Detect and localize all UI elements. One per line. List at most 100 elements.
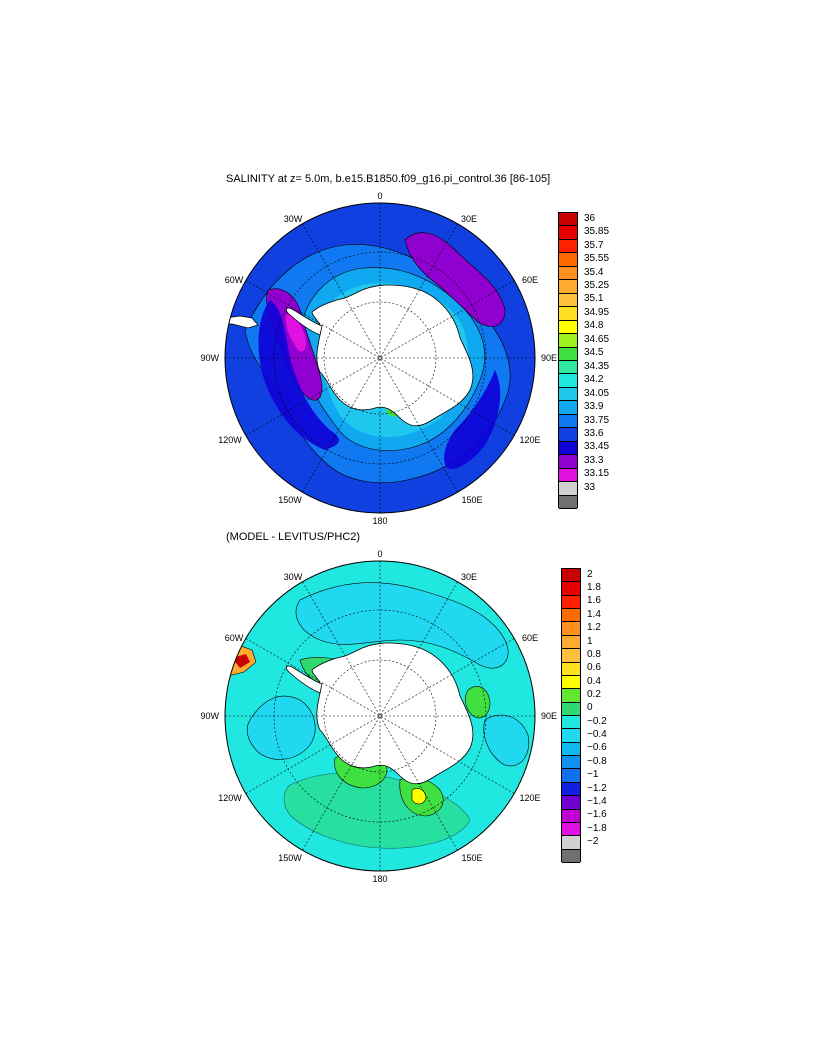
colorbar-swatch (562, 635, 580, 650)
salinity-low-region (404, 232, 506, 327)
colorbar-swatch (559, 213, 577, 227)
lon-label-180: 180 (372, 874, 387, 884)
colorbar-tick-label: 33.15 (584, 468, 610, 480)
salinity-map: 0 30W 30E 60W 60E 90W 90E 120W 120E 150W… (200, 191, 557, 526)
colorbar-tick-label: 1.4 (587, 608, 601, 620)
colorbar-swatch (559, 374, 577, 388)
antarctic-peninsula (286, 665, 323, 694)
lon-label-120e: 120E (519, 793, 540, 803)
colorbar-swatch (562, 622, 580, 636)
colorbar-tick-label: −0.8 (587, 755, 607, 767)
salinity-contour-band (258, 300, 340, 450)
colorbar-swatch (562, 716, 580, 730)
colorbar-swatch (562, 662, 580, 676)
colorbar-tick-label: −0.4 (587, 729, 607, 741)
colorbar-tick-label: 35.85 (584, 226, 610, 238)
lon-label-90e: 90E (541, 353, 557, 363)
colorbar-tick-label: 33.75 (584, 414, 610, 426)
salinity-colorbar (558, 212, 578, 509)
colorbar-tick-label: 0.2 (587, 688, 601, 700)
lon-label-30e: 30E (461, 214, 477, 224)
colorbar-swatch (559, 253, 577, 267)
colorbar-tick-label: 34.65 (584, 333, 610, 345)
colorbar-swatch (559, 401, 577, 415)
difference-contour-band (295, 582, 509, 669)
colorbar-swatch (559, 347, 577, 361)
colorbar-swatch (559, 455, 577, 469)
graticule (225, 561, 535, 871)
colorbar-tick-label: 0.6 (587, 662, 601, 674)
colorbar-swatch (562, 729, 580, 743)
colorbar-swatch (559, 239, 577, 254)
lon-label-60w: 60W (225, 633, 244, 643)
colorbar-tick-label: 1.8 (587, 582, 601, 594)
lon-label-90e: 90E (541, 711, 557, 721)
colorbar-swatch (562, 702, 580, 716)
difference-max-region (411, 788, 427, 805)
colorbar-swatch (562, 742, 580, 757)
colorbar-swatch (559, 428, 577, 442)
colorbar-tick-label: 34.5 (584, 347, 604, 359)
lon-label-90w: 90W (200, 711, 219, 721)
colorbar-tick-label: 2 (587, 568, 593, 580)
difference-map: 0 30W 30E 60W 60E 90W 90E 120W 120E 150W… (200, 549, 557, 884)
lon-label-60w: 60W (225, 275, 244, 285)
colorbar-tick-label: 1.6 (587, 595, 601, 607)
lon-label-30w: 30W (284, 214, 303, 224)
colorbar-tick-label: 34.05 (584, 387, 610, 399)
lon-label-150w: 150W (278, 495, 302, 505)
colorbar-swatch (562, 756, 580, 770)
lon-label-60e: 60E (522, 633, 538, 643)
lon-label-30w: 30W (284, 572, 303, 582)
colorbar-swatch (562, 769, 580, 783)
colorbar-swatch (559, 468, 577, 483)
antarctic-peninsula (286, 307, 323, 336)
colorbar-swatch (559, 441, 577, 456)
colorbar-tick-label: 33.3 (584, 454, 604, 466)
colorbar-swatch (562, 595, 580, 610)
lon-label-30e: 30E (461, 572, 477, 582)
lon-label-120w: 120W (218, 435, 242, 445)
salinity-contour-band (444, 370, 501, 469)
colorbar-tick-label: 33 (584, 481, 596, 493)
colorbar-swatch (559, 266, 577, 281)
colorbar-swatch (562, 582, 580, 596)
colorbar-tick-label: 0.8 (587, 648, 601, 660)
colorbar-tick-label: −0.6 (587, 742, 607, 754)
colorbar-tick-label: 36 (584, 212, 596, 224)
colorbar-swatch (559, 414, 577, 429)
map-boundary (224, 202, 536, 514)
lon-label-0: 0 (377, 549, 382, 559)
colorbar-tick-label: 35.55 (584, 253, 610, 265)
lon-label-60e: 60E (522, 275, 538, 285)
colorbar-swatch (562, 689, 580, 703)
colorbar-swatch (559, 334, 577, 348)
salinity-low-region (285, 314, 307, 352)
colorbar-swatch (559, 320, 577, 335)
colorbar-tick-label: 1.2 (587, 622, 601, 634)
colorbar-tick-label: −1.8 (587, 822, 607, 834)
antarctica-landmass (311, 284, 474, 427)
colorbar-swatch (559, 293, 577, 308)
antarctica-landmass (311, 642, 474, 785)
colorbar-tick-label: −1.4 (587, 795, 607, 807)
difference-contour-band (246, 695, 316, 760)
lon-label-120e: 120E (519, 435, 540, 445)
colorbar-swatch (562, 849, 580, 863)
colorbar-swatch (559, 361, 577, 375)
colorbar-tick-label: 1 (587, 635, 593, 647)
colorbar-tick-label: 33.6 (584, 428, 604, 439)
colorbar-swatch (559, 495, 577, 509)
colorbar-swatch (562, 675, 580, 690)
colorbar-tick-label: 34.8 (584, 320, 604, 332)
lon-label-0: 0 (377, 191, 382, 201)
lon-label-90w: 90W (200, 353, 219, 363)
colorbar-tick-label: −1.6 (587, 809, 607, 821)
colorbar-tick-label: 0.4 (587, 675, 601, 687)
colorbar-tick-label: 0 (587, 702, 593, 714)
colorbar-swatch (559, 307, 577, 321)
lon-label-180: 180 (372, 516, 387, 526)
colorbar-swatch (559, 226, 577, 240)
colorbar-swatch (562, 796, 580, 810)
